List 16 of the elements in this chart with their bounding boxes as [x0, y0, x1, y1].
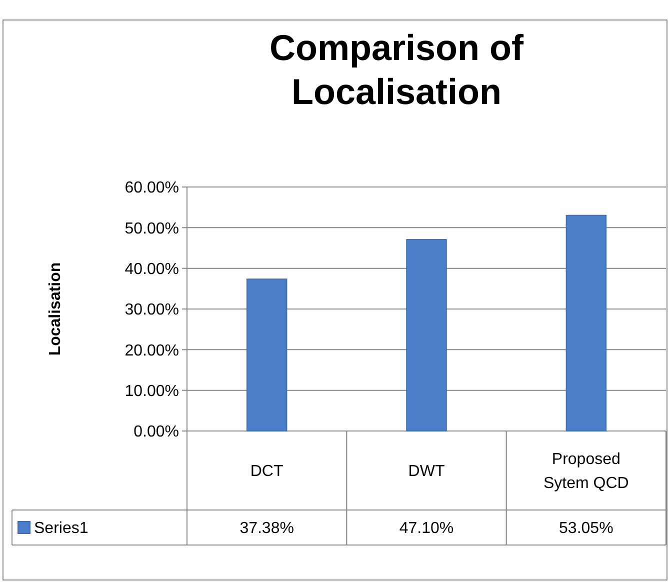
data-label: 47.10% [399, 520, 454, 538]
y-tick-label: 20.00% [124, 342, 179, 360]
y-axis-title: Localisation [47, 262, 64, 356]
y-tick-label: 10.00% [124, 382, 179, 400]
data-label: 53.05% [559, 520, 614, 538]
y-tick-label: 30.00% [124, 302, 179, 319]
x-tick-label: DCT [250, 463, 284, 480]
chart-title: Comparison of Localisation [269, 27, 525, 112]
x-tick-label: Proposed Sytem QCD [543, 451, 629, 492]
y-tick-label: 0.00% [134, 424, 179, 441]
x-tick-label: DWT [408, 463, 445, 480]
y-tick-label: 40.00% [124, 260, 179, 278]
y-tick-label: 60.00% [124, 180, 179, 197]
y-tick-label: 50.00% [124, 220, 179, 238]
legend-label: Series1 [34, 520, 88, 538]
data-label: 37.38% [240, 520, 294, 538]
